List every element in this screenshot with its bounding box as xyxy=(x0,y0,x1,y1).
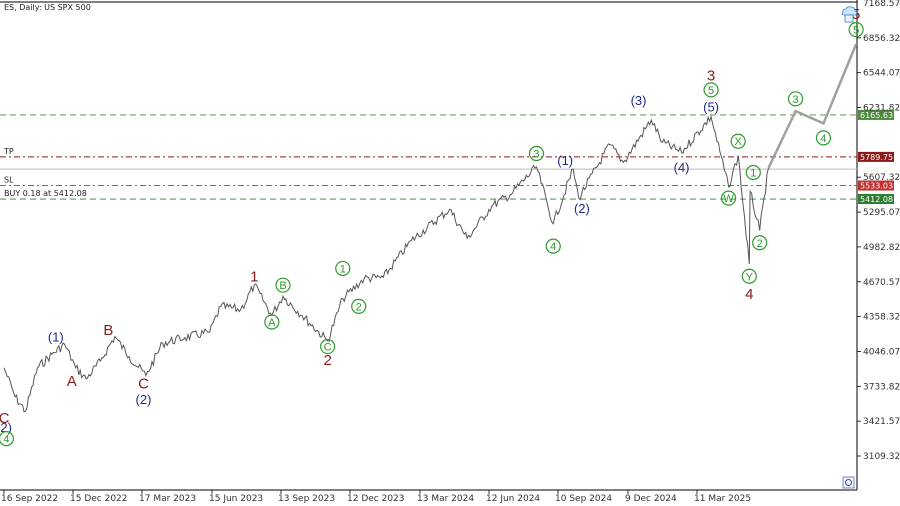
x-tick-label-9: 9 Dec 2024 xyxy=(625,494,677,504)
wave-label-1: (2) xyxy=(0,420,12,435)
wave-label-32: 5 xyxy=(853,25,859,37)
wave-label-22: 5 xyxy=(708,85,714,97)
wave-circle-26 xyxy=(745,164,761,181)
x-tick-label-6: 13 Mar 2024 xyxy=(417,494,474,504)
wave-label-20: (4) xyxy=(674,160,690,175)
wave-label-2: 4 xyxy=(3,434,9,446)
wave-label-0: C xyxy=(0,410,10,427)
wave-circle-25 xyxy=(720,190,737,206)
wave-label-14: 2 xyxy=(356,301,362,313)
wave-label-10: B xyxy=(279,280,286,292)
wave-circle-27 xyxy=(752,235,768,251)
y-tick-label-11: 3421.57 xyxy=(863,417,900,427)
wave-label-18: (2) xyxy=(574,201,590,216)
wave-circle-22 xyxy=(703,82,719,98)
wave-circle-31 xyxy=(815,130,832,146)
wave-label-17: (1) xyxy=(557,153,573,168)
level-price-tag-3 xyxy=(858,180,894,191)
y-tick-label-2: 6544.07 xyxy=(863,69,900,79)
symbol-header: ES, Daily: US SPX 500 xyxy=(4,3,91,12)
wave-label-30: 3 xyxy=(792,94,798,106)
y-tick-label-4: 5607.32 xyxy=(863,173,900,183)
level-price-text-0: 6165.63 xyxy=(860,111,893,120)
wave-label-9: A xyxy=(268,317,276,329)
wave-label-8: 1 xyxy=(250,268,258,285)
wave-circle-13 xyxy=(335,260,351,277)
y-tick-label-8: 4358.32 xyxy=(863,313,900,323)
level-price-tag-4 xyxy=(858,194,894,205)
settings-icon[interactable] xyxy=(842,476,855,489)
y-tick-label-6: 4982.82 xyxy=(863,243,900,253)
x-tick-label-2: 17 Mar 2023 xyxy=(139,494,196,504)
y-tick-label-7: 4670.57 xyxy=(863,278,900,288)
wave-label-23: (5) xyxy=(703,100,719,115)
wave-circle-10 xyxy=(275,277,291,293)
wave-circle-11 xyxy=(320,338,336,355)
wave-labels: C(2)4(1)ABC(2)1ABC21234(1)(2)(3)(4)35(5)… xyxy=(0,6,864,447)
wave-circle-30 xyxy=(787,91,804,107)
wave-circle-15 xyxy=(528,145,545,162)
x-tick-label-8: 10 Sep 2024 xyxy=(555,494,612,504)
wave-label-3: (1) xyxy=(48,330,64,345)
y-tick-label-1: 6856.32 xyxy=(863,34,900,44)
wave-label-5: B xyxy=(103,322,113,339)
wave-circle-2 xyxy=(0,431,14,447)
time-axis-ticks: 16 Sep 2022 15 Dec 2022 17 Mar 2023 15 Jun … xyxy=(1,490,751,504)
x-tick-label-7: 12 Jun 2024 xyxy=(486,494,540,504)
y-tick-label-3: 6231.82 xyxy=(863,104,900,114)
level-price-text-4: 5412.08 xyxy=(860,195,893,204)
wave-label-7: (2) xyxy=(136,392,152,407)
y-tick-label-12: 3109.32 xyxy=(863,452,900,462)
level-price-text-3: 5533.03 xyxy=(860,182,893,191)
wave-label-31: 4 xyxy=(820,133,826,145)
level-label-1: TP xyxy=(3,147,14,156)
wave-label-19: (3) xyxy=(631,93,647,108)
y-tick-label-9: 4046.07 xyxy=(863,347,900,357)
wave-circle-24 xyxy=(730,133,746,149)
x-tick-label-4: 13 Sep 2023 xyxy=(278,494,335,504)
wave-label-29: 4 xyxy=(745,286,753,303)
x-tick-label-1: 15 Dec 2022 xyxy=(70,494,128,504)
wave-label-11: C xyxy=(324,342,332,354)
wave-label-13: 1 xyxy=(340,263,346,275)
x-tick-label-5: 12 Dec 2023 xyxy=(347,494,405,504)
level-price-tag-1 xyxy=(858,151,894,162)
wave-circle-14 xyxy=(351,298,367,314)
wave-label-26: 1 xyxy=(750,167,756,179)
wave-label-21: 3 xyxy=(707,67,715,84)
level-label-3: SL xyxy=(4,176,14,185)
level-price-tag-0 xyxy=(858,109,894,120)
wave-label-16: 4 xyxy=(550,241,556,253)
wave-circle-28 xyxy=(741,268,757,284)
wave-label-6: C xyxy=(138,375,149,392)
wave-label-12: 2 xyxy=(323,352,331,369)
y-tick-label-top: 7168.57 xyxy=(863,0,900,9)
level-price-text-1: 5789.75 xyxy=(860,153,893,162)
x-tick-label-0: 16 Sep 2022 xyxy=(1,494,58,504)
cloud-icon[interactable] xyxy=(841,6,858,23)
level-lines: 6165.63 TP 5789.75 SL 5533.03 BUY 0.18 at 541… xyxy=(0,109,894,205)
x-tick-label-3: 15 Jun 2023 xyxy=(209,494,263,504)
wave-label-4: A xyxy=(67,373,77,390)
price-axis-ticks: 6856.32 6544.07 6231.82 5607.32 5295.07 4982.… xyxy=(857,0,900,462)
wave-label-25: W xyxy=(723,193,734,205)
y-tick-label-5: 5295.07 xyxy=(863,208,900,218)
wave-label-15: 3 xyxy=(533,148,539,160)
price-series-line xyxy=(3,114,769,413)
wave-label-27: 2 xyxy=(757,238,763,250)
projection-line xyxy=(767,43,858,169)
y-tick-label-10: 3733.82 xyxy=(863,382,900,392)
wave-circle-9 xyxy=(264,314,280,330)
x-tick-label-10: 11 Mar 2025 xyxy=(694,494,751,504)
wave-label-28: Y xyxy=(746,271,754,283)
wave-circle-16 xyxy=(545,238,561,254)
wave-label-24: X xyxy=(734,136,742,148)
level-label-4: BUY 0.18 at 5412.08 xyxy=(4,189,87,198)
wave-circle-32 xyxy=(848,22,864,38)
